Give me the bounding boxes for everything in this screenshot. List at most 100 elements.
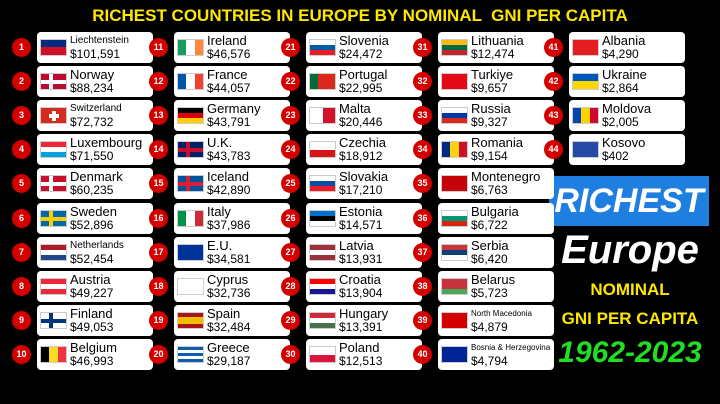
flag — [177, 106, 204, 124]
country-card: France $44,057 — [174, 65, 290, 97]
country-name: U.K. — [207, 135, 233, 151]
country-card: Latvia $13,931 — [306, 236, 422, 268]
country-card: Cyprus $32,736 — [174, 270, 290, 302]
country-value: $24,472 — [339, 46, 383, 61]
country-card: Spain $32,484 — [174, 305, 290, 337]
country-card: Poland $12,513 — [306, 339, 422, 371]
country-value: $17,210 — [339, 183, 383, 198]
country-value: $49,053 — [70, 320, 114, 335]
country-name: Moldova — [602, 100, 652, 116]
flag — [40, 243, 67, 261]
country-name: Finland — [70, 306, 113, 322]
country-value: $46,576 — [207, 46, 251, 61]
rank-badge: 22 — [281, 71, 300, 91]
flag — [309, 141, 336, 159]
country-card: Italy $37,986 — [174, 202, 290, 234]
country-name: E.U. — [207, 237, 233, 253]
panel-nominal: NOMINAL — [590, 280, 670, 299]
country-value: $20,446 — [339, 114, 383, 129]
flag — [309, 175, 336, 193]
country-card: Switzerland $72,732 — [37, 99, 153, 131]
rank-badge: 42 — [544, 71, 563, 91]
rank-badge: 23 — [281, 105, 300, 125]
flag — [309, 277, 336, 295]
country-card: Liechtenstein $101,591 — [37, 31, 153, 63]
country-value: $13,391 — [339, 320, 383, 335]
country-name: North Macedonia — [471, 309, 532, 319]
flag — [309, 209, 336, 227]
rank-badge: 40 — [413, 345, 432, 365]
country-value: $44,057 — [207, 80, 251, 95]
flag — [572, 106, 599, 124]
country-value: $32,484 — [207, 320, 251, 335]
country-card: Belgium $46,993 — [37, 339, 153, 371]
rank-badge: 29 — [281, 311, 300, 331]
country-value: $6,763 — [471, 183, 508, 198]
country-card: Montenegro $6,763 — [438, 168, 554, 200]
country-value: $12,513 — [339, 354, 383, 369]
country-name: Iceland — [207, 169, 249, 185]
country-card: Serbia $6,420 — [438, 236, 554, 268]
country-card: Belarus $5,723 — [438, 270, 554, 302]
country-card: Denmark $60,235 — [37, 168, 153, 200]
country-name: Ukraine — [602, 66, 647, 82]
rank-badge: 43 — [544, 105, 563, 125]
flag — [309, 346, 336, 364]
flag — [441, 106, 468, 124]
flag — [441, 72, 468, 90]
rank-badge: 21 — [281, 37, 300, 57]
country-card: Sweden $52,896 — [37, 202, 153, 234]
panel-years: 1962-2023 — [558, 336, 702, 369]
country-value: $101,591 — [70, 46, 121, 61]
country-card: Slovenia $24,472 — [306, 31, 422, 63]
rank-badge: 26 — [281, 208, 300, 228]
country-card: Luxembourg $71,550 — [37, 134, 153, 166]
rank-badge: 32 — [413, 71, 432, 91]
country-card: Finland $49,053 — [37, 305, 153, 337]
country-name: Hungary — [339, 306, 389, 322]
country-card: Norway $88,234 — [37, 65, 153, 97]
rank-badge: 9 — [12, 311, 31, 331]
rank-badge: 3 — [12, 105, 31, 125]
flag — [177, 243, 204, 261]
country-value: $18,912 — [339, 149, 383, 164]
flag — [40, 72, 67, 90]
flag — [309, 243, 336, 261]
country-value: $13,931 — [339, 251, 383, 266]
flag — [40, 312, 67, 330]
country-name: Turkiye — [471, 66, 514, 82]
country-value: $13,904 — [339, 285, 383, 300]
country-name: Czechia — [339, 135, 386, 151]
country-name: Slovakia — [339, 169, 389, 185]
country-card: Kosovo $402 — [569, 134, 685, 166]
country-name: Spain — [207, 306, 241, 322]
country-value: $32,736 — [207, 285, 251, 300]
country-value: $4,290 — [602, 46, 639, 61]
country-value: $43,783 — [207, 149, 251, 164]
country-value: $2,864 — [602, 80, 639, 95]
rank-badge: 14 — [149, 140, 168, 160]
rank-badge: 24 — [281, 140, 300, 160]
country-value: $22,995 — [339, 80, 383, 95]
country-card: Lithuania $12,474 — [438, 31, 554, 63]
flag — [309, 38, 336, 56]
flag — [441, 141, 468, 159]
country-name: Norway — [70, 66, 115, 82]
country-name: Germany — [207, 100, 261, 116]
country-card: Hungary $13,391 — [306, 305, 422, 337]
country-value: $12,474 — [471, 46, 515, 61]
country-value: $71,550 — [70, 149, 114, 164]
country-name: Denmark — [70, 169, 123, 185]
flag — [309, 106, 336, 124]
country-name: Belgium — [70, 340, 117, 356]
country-value: $4,794 — [471, 354, 508, 369]
flag — [441, 312, 468, 330]
rank-badge: 34 — [413, 140, 432, 160]
country-name: Bosnia & Herzegovina — [471, 343, 551, 353]
country-value: $37,986 — [207, 217, 251, 232]
country-value: $43,791 — [207, 114, 251, 129]
country-name: Greece — [207, 340, 250, 356]
country-value: $46,993 — [70, 354, 114, 369]
flag — [177, 209, 204, 227]
